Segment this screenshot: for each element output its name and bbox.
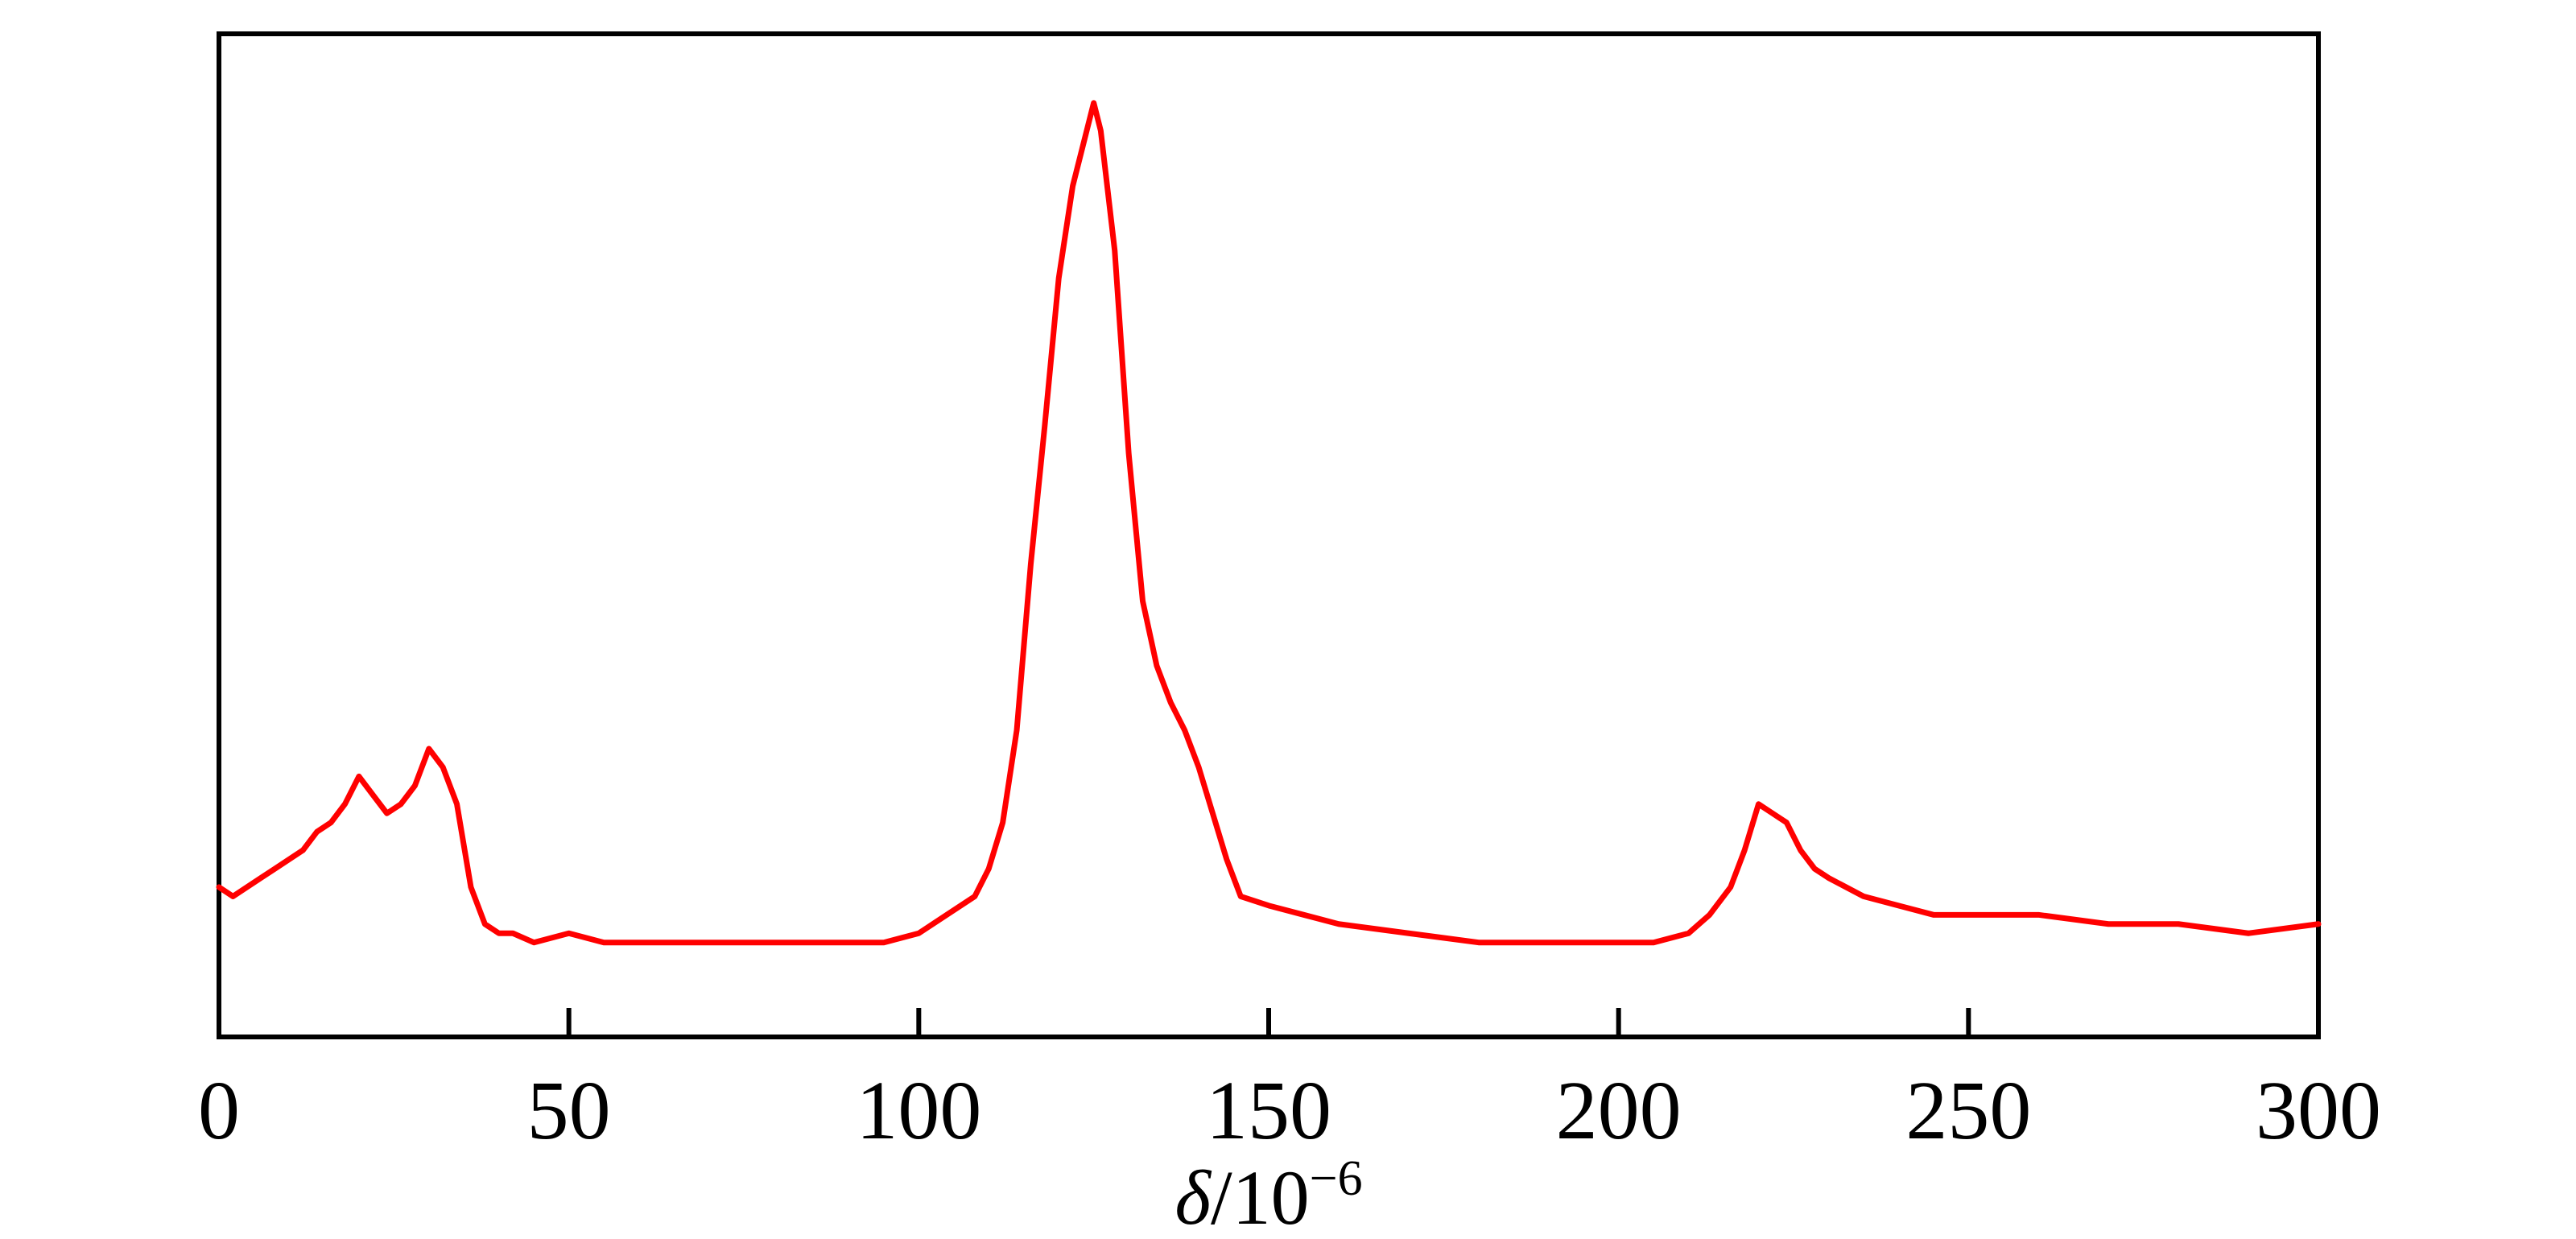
x-tick-label: 300 xyxy=(2256,1064,2381,1157)
series-line xyxy=(216,100,2322,946)
x-tick-label: 100 xyxy=(856,1064,981,1157)
x-tick-label: 200 xyxy=(1556,1064,1682,1157)
x-axis-title: δ/10−6 xyxy=(1174,1151,1362,1235)
x-tick-label: 250 xyxy=(1905,1064,2031,1157)
x-axis-title-symbol: δ xyxy=(1174,1154,1212,1235)
x-tick-label: 150 xyxy=(1206,1064,1331,1157)
x-axis-tick-marks xyxy=(566,1008,1971,1037)
x-tick-label: 50 xyxy=(527,1064,611,1157)
x-axis-tick-labels: 0 50 100 150 200 250 300 xyxy=(198,1064,2381,1157)
plot-area xyxy=(216,31,2322,1039)
x-tick-label: 0 xyxy=(198,1064,240,1157)
x-axis-title-exponent: −6 xyxy=(1310,1151,1363,1206)
x-axis-title-unit: /10 xyxy=(1211,1154,1310,1235)
series-layer xyxy=(216,100,2322,946)
